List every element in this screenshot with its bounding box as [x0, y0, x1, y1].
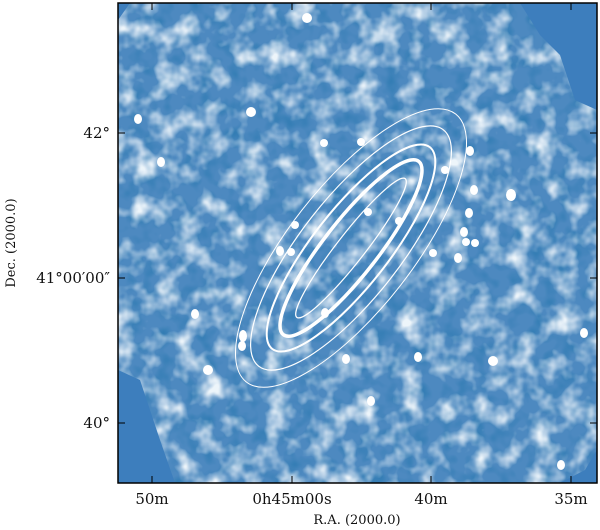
coverage-edge-top-left: [118, 3, 130, 20]
x-tick-label-45m: 0h45m00s: [252, 490, 331, 508]
y-tick-label-41: 41°00′00″: [36, 269, 110, 287]
y-axis-ticks: [118, 132, 597, 424]
contour-3: [265, 143, 437, 353]
y-tick-label-42: 42°: [83, 124, 110, 142]
masked-sources: [134, 13, 588, 470]
sky-map: [118, 3, 597, 483]
x-tick-label-35m: 35m: [554, 490, 587, 508]
coverage-edge-bottom-right: [560, 450, 597, 483]
y-axis-label: Dec. (2000.0): [4, 198, 19, 287]
galaxy-contours: [234, 108, 468, 388]
contour-1: [234, 108, 468, 388]
coverage-edge-top-right: [520, 3, 597, 110]
x-axis-label: R.A. (2000.0): [313, 513, 400, 528]
x-tick-label-50m: 50m: [135, 490, 168, 508]
contour-5: [295, 177, 407, 319]
plot-frame: [117, 2, 598, 484]
contour-4: [278, 157, 424, 339]
y-tick-label-40: 40°: [83, 414, 110, 432]
coverage-edge-bottom-left: [118, 370, 175, 483]
x-tick-label-40m: 40m: [414, 490, 447, 508]
x-axis-ticks: [151, 3, 572, 483]
contour-2: [249, 125, 453, 371]
